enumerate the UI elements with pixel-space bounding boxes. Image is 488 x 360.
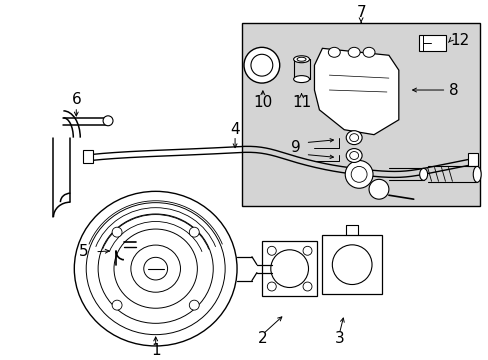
Ellipse shape <box>363 47 374 57</box>
Text: 10: 10 <box>253 95 272 111</box>
Circle shape <box>250 54 272 76</box>
Bar <box>242 23 479 206</box>
Ellipse shape <box>327 47 340 57</box>
Circle shape <box>112 227 122 237</box>
Circle shape <box>112 300 122 310</box>
Ellipse shape <box>347 47 359 57</box>
Circle shape <box>189 227 199 237</box>
Text: 2: 2 <box>258 330 267 346</box>
Text: 12: 12 <box>450 33 469 48</box>
Ellipse shape <box>346 131 361 145</box>
Text: 7: 7 <box>356 5 365 20</box>
Text: 11: 11 <box>291 95 310 111</box>
Circle shape <box>244 47 279 83</box>
Text: 5: 5 <box>78 244 88 259</box>
Ellipse shape <box>74 191 237 346</box>
Ellipse shape <box>346 149 361 162</box>
Circle shape <box>103 116 113 126</box>
Circle shape <box>368 179 388 199</box>
Bar <box>418 35 446 51</box>
Text: 6: 6 <box>71 93 81 107</box>
Ellipse shape <box>419 168 427 180</box>
Text: 3: 3 <box>334 330 344 346</box>
Text: 4: 4 <box>230 122 240 137</box>
Bar <box>262 241 317 296</box>
Bar <box>322 235 381 294</box>
Text: 9: 9 <box>290 140 300 155</box>
Bar <box>83 149 93 163</box>
Polygon shape <box>314 48 398 135</box>
Bar <box>468 153 477 166</box>
Text: 8: 8 <box>447 82 457 98</box>
Text: 1: 1 <box>151 342 160 357</box>
Circle shape <box>345 161 372 188</box>
Circle shape <box>189 300 199 310</box>
Ellipse shape <box>293 76 309 82</box>
Ellipse shape <box>472 166 480 182</box>
Ellipse shape <box>293 56 309 63</box>
Ellipse shape <box>297 57 305 61</box>
